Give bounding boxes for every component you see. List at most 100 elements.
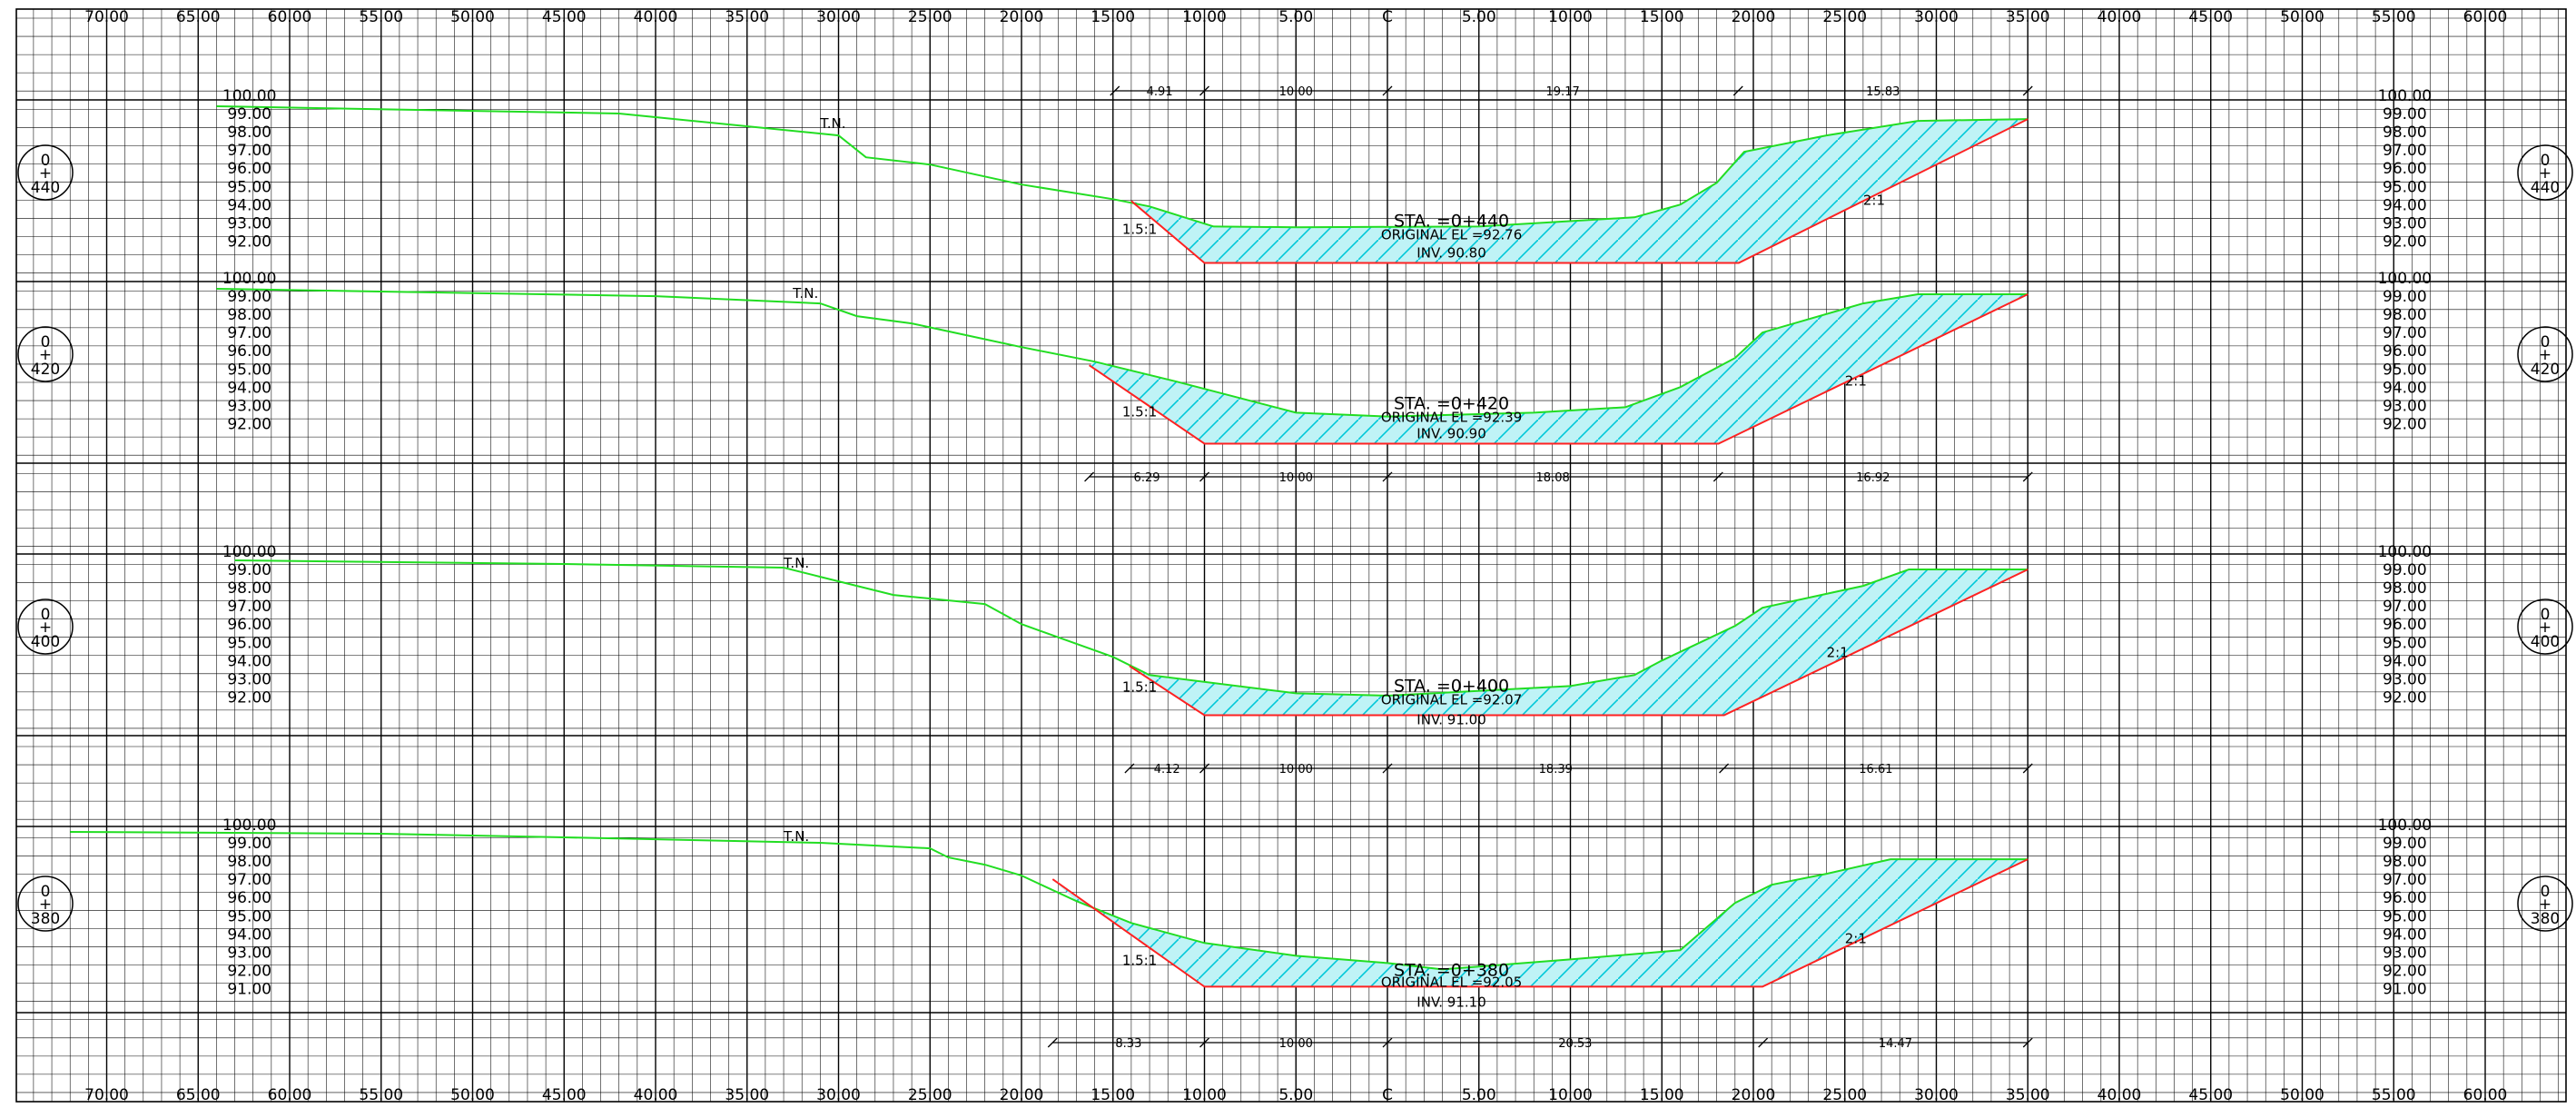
tn-label: T.N.	[819, 115, 845, 132]
elevation-labels-right: 100.0099.0098.0097.0096.0095.0094.0093.0…	[2378, 816, 2432, 998]
dim-right-slope: 16.92	[1856, 471, 1890, 485]
x-tick-label: 5.00	[1462, 8, 1496, 26]
station-top: 0	[2541, 606, 2551, 624]
dimension-line	[1110, 85, 2033, 96]
elevation-label: 99.00	[227, 561, 271, 579]
x-tick-label: 35.00	[725, 8, 769, 26]
x-tick-label: 20.00	[1000, 8, 1044, 26]
station-badge-left[interactable]: 0 + 420	[17, 326, 74, 382]
slope-right-label: 2:1	[1827, 644, 1849, 660]
elevation-label: 96.00	[227, 160, 271, 178]
x-tick-label: 10.00	[1548, 1086, 1593, 1104]
x-tick-label: 45.00	[2188, 1086, 2233, 1104]
elevation-label: 99.00	[2383, 105, 2427, 124]
station-top: 0	[41, 152, 51, 170]
elevation-label: 95.00	[2383, 634, 2427, 652]
svg-text:+: +	[2539, 895, 2551, 914]
slope-right-label: 2:1	[1863, 192, 1885, 208]
x-tick-label: 40.00	[2097, 1086, 2142, 1104]
section-0-400[interactable]: 100.0099.0098.0097.0096.0095.0094.0093.0…	[17, 543, 2573, 777]
elevation-label: 97.00	[2383, 142, 2427, 160]
original-el-label: ORIGINAL EL =92.39	[1381, 409, 1522, 425]
invert-label: INV. 90.80	[1416, 244, 1485, 261]
tn-label: T.N.	[783, 828, 809, 845]
elevation-label: 92.00	[2383, 415, 2427, 433]
slope-right-label: 2:1	[1845, 372, 1867, 389]
dim-right-slope: 15.83	[1866, 85, 1900, 99]
x-tick-label: 10.00	[1548, 8, 1593, 26]
dim-tick	[1758, 1037, 1769, 1048]
elevation-label: 96.00	[2383, 889, 2427, 907]
elevation-label: 100.00	[222, 270, 276, 288]
elevation-label: 92.00	[2383, 962, 2427, 980]
elevation-label: 100.00	[2378, 543, 2432, 561]
station-badge-right[interactable]: 0 + 380	[2517, 876, 2573, 932]
elevation-label: 92.00	[2383, 688, 2427, 707]
elevation-labels-left: 100.0099.0098.0097.0096.0095.0094.0093.0…	[222, 87, 276, 251]
x-tick-label: 40.00	[634, 1086, 678, 1104]
station-badge-left[interactable]: 0 + 380	[17, 876, 74, 932]
elevation-label: 91.00	[227, 980, 271, 998]
elevation-label: 94.00	[2383, 196, 2427, 214]
x-tick-label: 50.00	[450, 1086, 495, 1104]
elevation-label: 94.00	[227, 379, 271, 397]
elevation-label: 95.00	[2383, 178, 2427, 196]
x-tick-label: 20.00	[1000, 1086, 1044, 1104]
dim-left-slope: 8.33	[1115, 1037, 1141, 1051]
x-tick-label: 60.00	[2463, 8, 2508, 26]
station-badge-right[interactable]: 0 + 440	[2517, 144, 2573, 201]
elevation-label: 97.00	[227, 871, 271, 889]
station-top: 0	[2541, 333, 2551, 351]
station-badge-right[interactable]: 0 + 420	[2517, 326, 2573, 382]
elevation-label: 98.00	[227, 853, 271, 871]
elevation-label: 92.00	[2383, 232, 2427, 251]
elevation-label: 94.00	[227, 925, 271, 944]
section-0-440[interactable]: 100.0099.0098.0097.0096.0095.0094.0093.0…	[17, 85, 2573, 264]
dim-tick	[1732, 85, 1743, 96]
dim-left-slope: 4.91	[1147, 85, 1173, 99]
x-tick-label: 45.00	[542, 1086, 587, 1104]
elevation-label: 100.00	[2378, 816, 2432, 835]
dim-bottom-right: 18.39	[1539, 763, 1573, 777]
elevation-label: 100.00	[2378, 270, 2432, 288]
x-tick-label: 5.00	[1462, 1086, 1496, 1104]
fill-area	[1052, 859, 2028, 987]
section-0-420[interactable]: 100.0099.0098.0097.0096.0095.0094.0093.0…	[17, 270, 2573, 485]
x-tick-label: 20.00	[1732, 1086, 1776, 1104]
section-0-380[interactable]: 100.0099.0098.0097.0096.0095.0094.0093.0…	[17, 816, 2573, 1051]
x-tick-label: 5.00	[1278, 1086, 1313, 1104]
elevation-label: 93.00	[227, 944, 271, 962]
elevation-label: 95.00	[227, 178, 271, 196]
elevation-labels-right: 100.0099.0098.0097.0096.0095.0094.0093.0…	[2378, 270, 2432, 433]
station-badge-left[interactable]: 0 + 440	[17, 144, 74, 201]
elevation-labels-right: 100.0099.0098.0097.0096.0095.0094.0093.0…	[2378, 87, 2432, 251]
x-tick-label: 60.00	[2463, 1086, 2508, 1104]
elevation-label: 93.00	[227, 214, 271, 232]
dim-tick	[2022, 763, 2033, 774]
station-badge-right[interactable]: 0 + 400	[2517, 599, 2573, 655]
slope-left-label: 1.5:1	[1122, 221, 1157, 237]
x-tick-label: 55.00	[359, 8, 403, 26]
drawing-grid	[15, 8, 2567, 1103]
dim-tick	[1382, 1037, 1393, 1048]
elevation-label: 99.00	[2383, 835, 2427, 853]
invert-label: INV. 90.90	[1416, 425, 1485, 441]
original-el-label: ORIGINAL EL =92.07	[1381, 691, 1522, 707]
slope-left-label: 1.5:1	[1122, 678, 1157, 695]
elevation-label: 98.00	[227, 306, 271, 324]
x-tick-label: 15.00	[1640, 1086, 1684, 1104]
station-top: 0	[2541, 883, 2551, 901]
dim-bottom-left: 10.00	[1279, 85, 1313, 99]
station-badge-left[interactable]: 0 + 400	[17, 599, 74, 655]
dim-tick	[1382, 85, 1393, 96]
elevation-label: 93.00	[2383, 944, 2427, 962]
ground-line	[216, 288, 2028, 418]
elevation-labels-left: 100.0099.0098.0097.0096.0095.0094.0093.0…	[222, 543, 276, 707]
elevation-label: 91.00	[2383, 980, 2427, 998]
elevation-label: 92.00	[227, 688, 271, 707]
station-bottom: 420	[31, 361, 60, 379]
dim-tick	[1199, 1037, 1209, 1048]
design-line	[1051, 858, 2028, 988]
elevation-label: 93.00	[227, 397, 271, 415]
